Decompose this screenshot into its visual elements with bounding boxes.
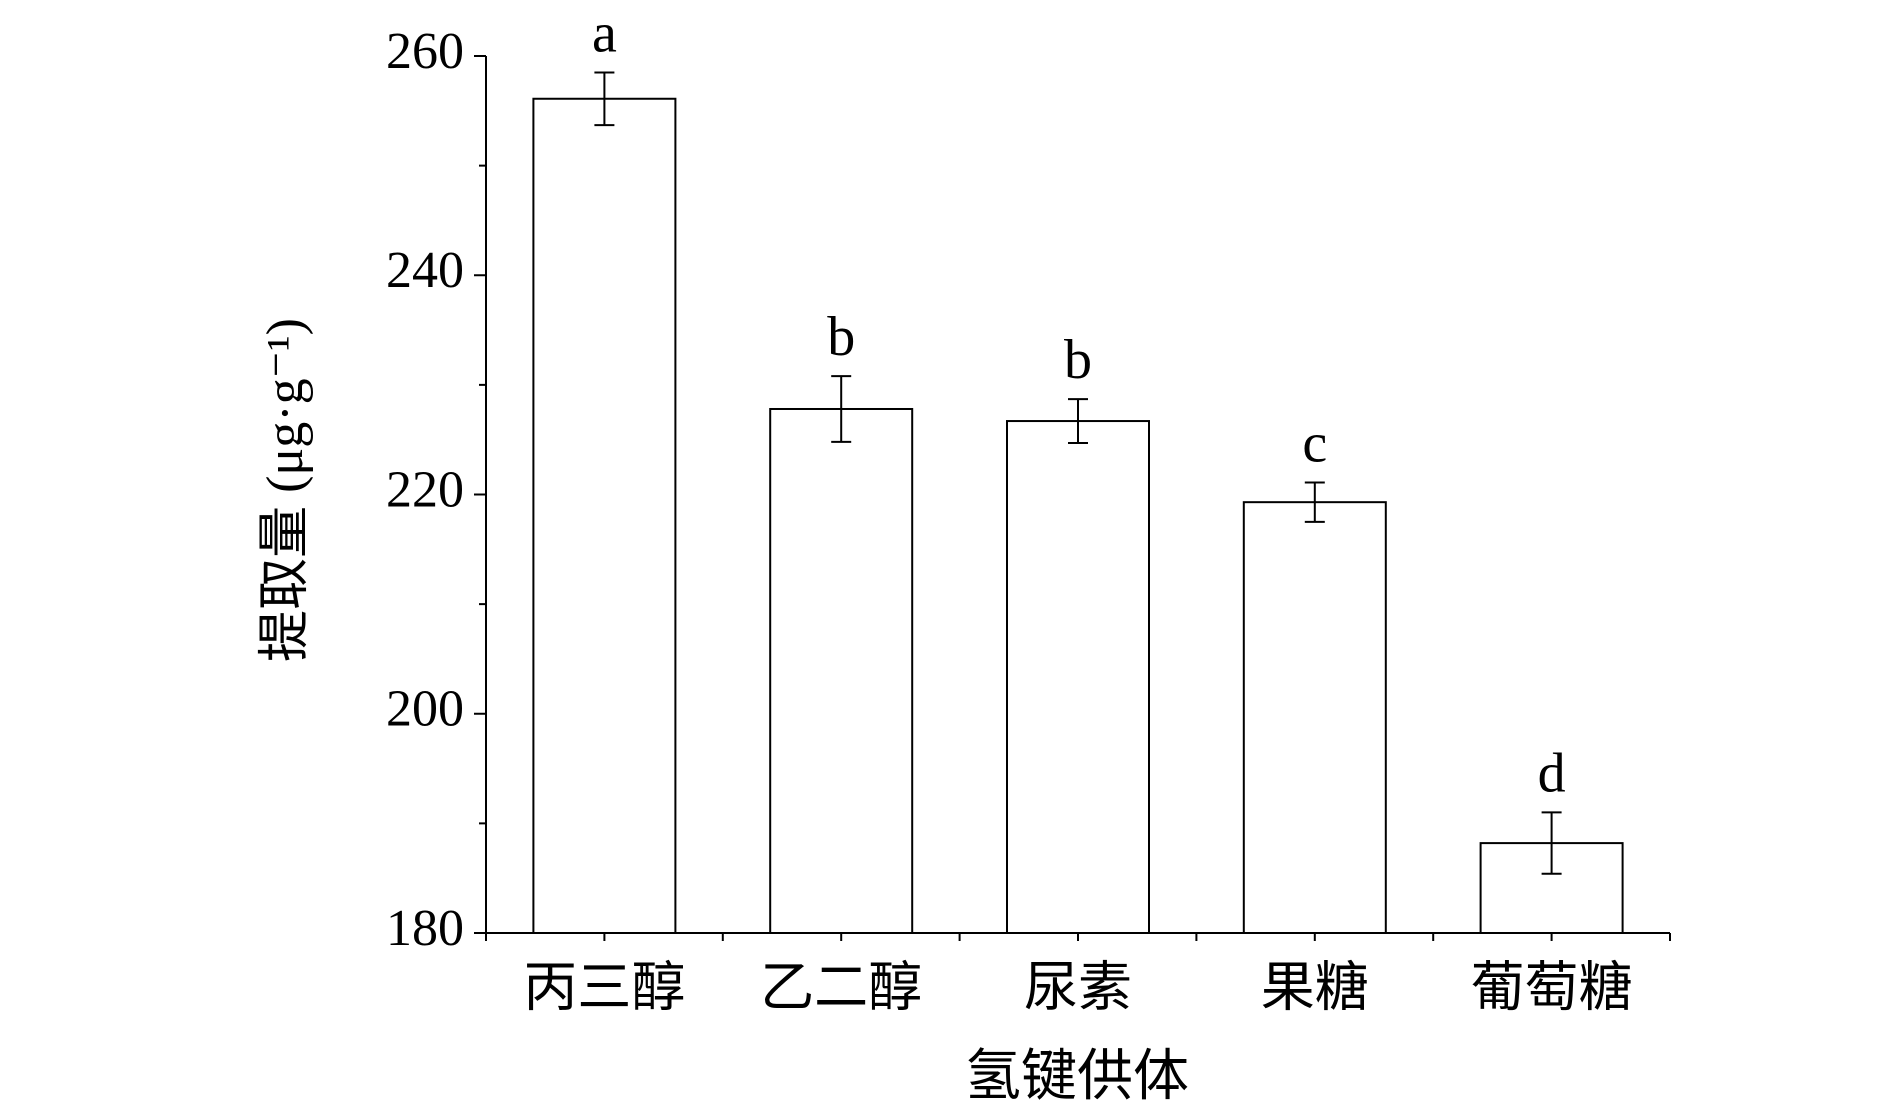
bar — [1006, 420, 1150, 934]
significance-label: c — [1302, 412, 1327, 474]
x-tick-label: 乙二醇 — [760, 957, 922, 1017]
significance-label: d — [1538, 742, 1566, 804]
x-tick-label: 丙三醇 — [523, 957, 685, 1017]
bar — [1242, 501, 1387, 934]
y-axis-label: 提取量 (μg·g⁻¹) — [257, 318, 314, 662]
x-tick-label: 果糖 — [1261, 957, 1369, 1017]
bar — [532, 97, 677, 935]
bar — [769, 407, 914, 934]
significance-label: a — [592, 2, 617, 64]
y-tick-label: 200 — [386, 681, 464, 738]
y-tick-label: 220 — [386, 461, 464, 518]
bar — [1479, 842, 1624, 934]
y-tick-label: 260 — [386, 23, 464, 80]
x-axis-label: 氢键供体 — [965, 1046, 1189, 1108]
x-tick-label: 葡萄糖 — [1471, 957, 1633, 1017]
significance-label: b — [827, 306, 855, 368]
y-tick-label: 240 — [386, 242, 464, 299]
significance-label: b — [1064, 329, 1092, 391]
y-tick-label: 180 — [386, 900, 464, 957]
x-tick-label: 尿素 — [1024, 957, 1132, 1017]
